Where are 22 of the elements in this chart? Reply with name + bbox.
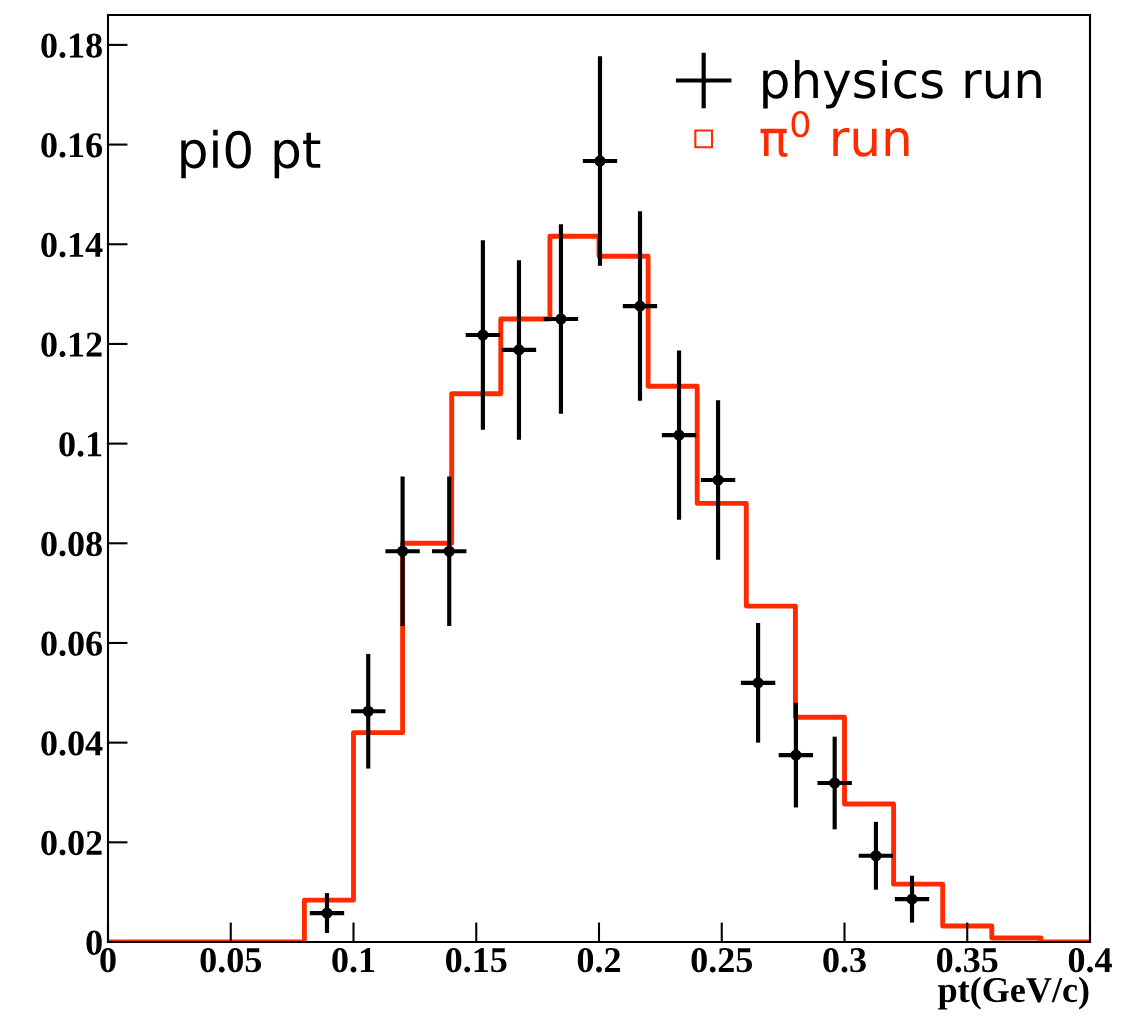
y-tick-label: 0.14	[41, 232, 103, 258]
y-tick-label: 0.18	[41, 33, 102, 58]
x-tick-label: 0.35	[937, 947, 998, 973]
y-tick-label: 0	[86, 930, 102, 955]
x-tick-label: 0.3	[823, 947, 866, 973]
x-tick-label: 0.05	[200, 947, 262, 973]
y-tick-label: 0.1	[59, 432, 102, 457]
x-tick-label: 0.15	[446, 947, 507, 973]
y-tick-label: 0.16	[41, 133, 103, 158]
annotation: pi0 pt	[181, 129, 321, 179]
y-tick-label: 0.06	[41, 631, 103, 657]
y-tick-label: 0.04	[41, 731, 103, 756]
y-tick-label: 0.08	[41, 531, 102, 557]
y-tick-label: 0.02	[41, 830, 102, 856]
y-tick-label: 0.12	[41, 332, 102, 357]
x-axis-title: pt(GeV/c)	[938, 976, 1089, 1010]
x-tick-label: 0.25	[691, 947, 753, 973]
x-tick-label: 0.2	[577, 947, 621, 973]
x-tick-label: 0.1	[332, 947, 375, 973]
legend-label: π$^{0}$ run	[760, 110, 909, 157]
legend-label: physics run	[763, 60, 1041, 109]
x-tick-label: 0.4	[1068, 947, 1112, 973]
